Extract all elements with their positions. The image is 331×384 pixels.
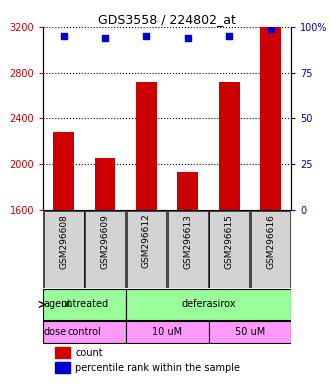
Text: untreated: untreated <box>60 300 109 310</box>
Text: deferasirox: deferasirox <box>181 300 236 310</box>
Bar <box>136 82 157 210</box>
FancyBboxPatch shape <box>168 210 208 288</box>
FancyBboxPatch shape <box>209 321 291 343</box>
Text: 10 uM: 10 uM <box>152 327 182 337</box>
FancyBboxPatch shape <box>210 210 249 288</box>
Point <box>103 35 108 41</box>
FancyBboxPatch shape <box>126 210 166 288</box>
Point <box>61 33 66 39</box>
Point <box>268 26 273 32</box>
Bar <box>56 347 71 358</box>
Text: GSM296613: GSM296613 <box>183 214 192 268</box>
Bar <box>219 82 240 210</box>
Text: GSM296609: GSM296609 <box>101 214 110 268</box>
Bar <box>95 158 116 210</box>
FancyBboxPatch shape <box>43 289 126 320</box>
Point <box>226 33 232 39</box>
FancyBboxPatch shape <box>251 210 291 288</box>
FancyBboxPatch shape <box>126 289 291 320</box>
FancyBboxPatch shape <box>43 321 126 343</box>
Bar <box>53 132 74 210</box>
FancyBboxPatch shape <box>126 321 209 343</box>
Point <box>185 35 191 41</box>
Text: count: count <box>75 348 103 358</box>
Text: dose: dose <box>43 327 67 337</box>
Bar <box>260 27 281 210</box>
Text: percentile rank within the sample: percentile rank within the sample <box>75 362 240 372</box>
Text: agent: agent <box>43 300 72 310</box>
Text: control: control <box>68 327 101 337</box>
Text: 50 uM: 50 uM <box>235 327 265 337</box>
Bar <box>56 362 71 373</box>
Text: GSM296616: GSM296616 <box>266 214 275 268</box>
Title: GDS3558 / 224802_at: GDS3558 / 224802_at <box>98 13 236 26</box>
Text: GSM296608: GSM296608 <box>59 214 68 268</box>
Text: GSM296615: GSM296615 <box>225 214 234 268</box>
Bar <box>177 172 198 210</box>
Point <box>144 33 149 39</box>
Text: GSM296612: GSM296612 <box>142 214 151 268</box>
FancyBboxPatch shape <box>44 210 83 288</box>
FancyBboxPatch shape <box>85 210 125 288</box>
